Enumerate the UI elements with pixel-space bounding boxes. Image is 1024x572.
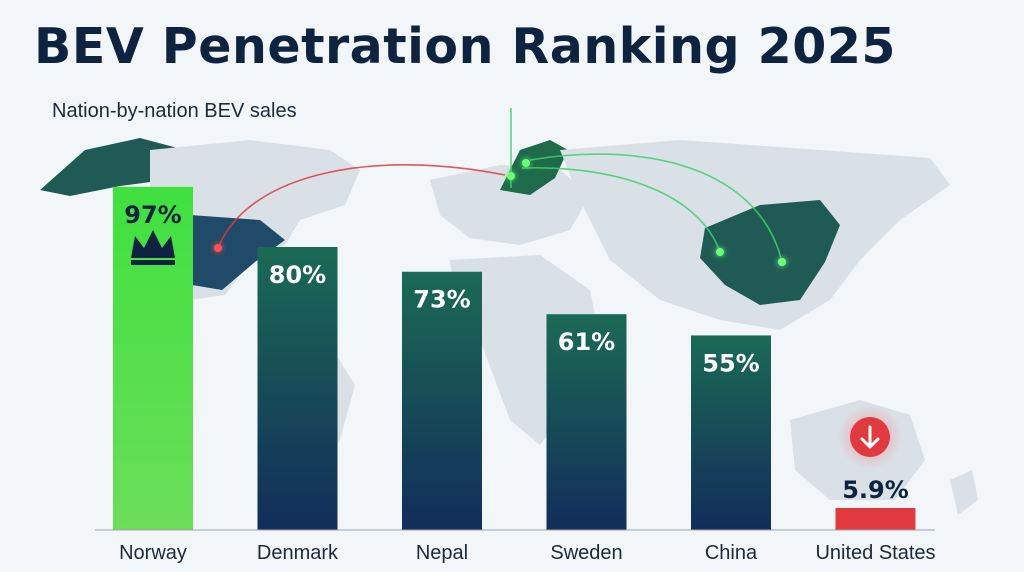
chart-subtitle: Nation-by-nation BEV sales [52,100,297,122]
connection-line-china-1 [521,167,721,253]
category-label-norway: Norway [119,542,187,564]
value-label-denmark: 80% [269,261,326,289]
map-dot-china-1 [716,248,724,256]
crown-icon [131,230,175,265]
map-europe [430,165,590,245]
map-greenland [40,138,185,196]
map-usa-highlight [190,215,285,290]
map-china-highlight [700,200,840,305]
map-dot-europe [507,172,515,180]
value-label-norway: 97% [124,201,181,229]
bar-nepal [402,271,482,530]
bar-china [691,335,771,530]
chart-title: BEV Penetration Ranking 2025 [34,18,897,75]
map-dot-china-2 [778,258,786,266]
bar-sweden [546,314,627,530]
bar-value-labels: 97% 80% 73% 61% 55% 5.9% [124,201,909,504]
x-axis-tick-labels: Norway Denmark Nepal Sweden China United Stat… [119,542,935,564]
connection-line-china-2 [529,153,783,263]
map-dot-scandinavia [522,159,530,167]
map-new-zealand [950,470,978,515]
category-label-united-states: United States [815,542,935,564]
down-arrow-icon [838,405,902,469]
category-label-nepal: Nepal [416,542,468,564]
value-label-nepal: 73% [413,286,470,314]
map-dot-us [214,244,222,252]
value-label-sweden: 61% [558,328,615,356]
connection-line-us [217,164,506,249]
value-label-china: 55% [702,349,759,377]
value-label-united-states: 5.9% [842,476,909,504]
category-label-china: China [705,542,758,564]
bar-united-states [835,508,916,530]
category-label-sweden: Sweden [550,542,622,564]
category-label-denmark: Denmark [257,542,339,564]
bar-series [113,186,916,530]
bar-denmark [257,246,338,530]
